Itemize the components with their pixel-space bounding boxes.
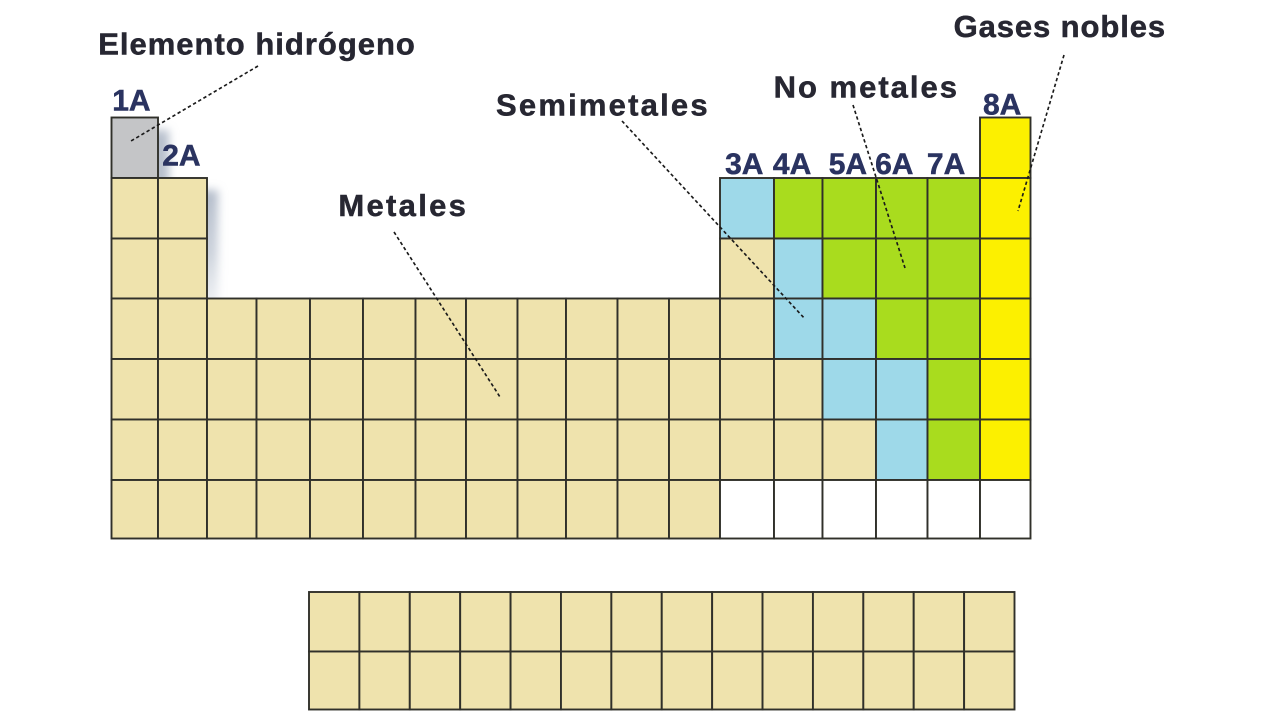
svg-text:1A: 1A — [112, 85, 150, 118]
svg-text:6A: 6A — [875, 148, 913, 181]
svg-text:5A: 5A — [829, 148, 867, 181]
svg-text:Gases nobles: Gases nobles — [954, 9, 1166, 44]
svg-text:2A: 2A — [162, 139, 200, 172]
svg-text:4A: 4A — [773, 148, 811, 181]
svg-text:Semimetales: Semimetales — [496, 87, 710, 122]
svg-text:8A: 8A — [983, 88, 1021, 121]
svg-text:Metales: Metales — [338, 188, 468, 223]
svg-text:7A: 7A — [927, 148, 965, 181]
svg-text:3A: 3A — [725, 148, 763, 181]
svg-text:No metales: No metales — [774, 70, 959, 105]
svg-text:Elemento hidrógeno: Elemento hidrógeno — [98, 27, 416, 62]
